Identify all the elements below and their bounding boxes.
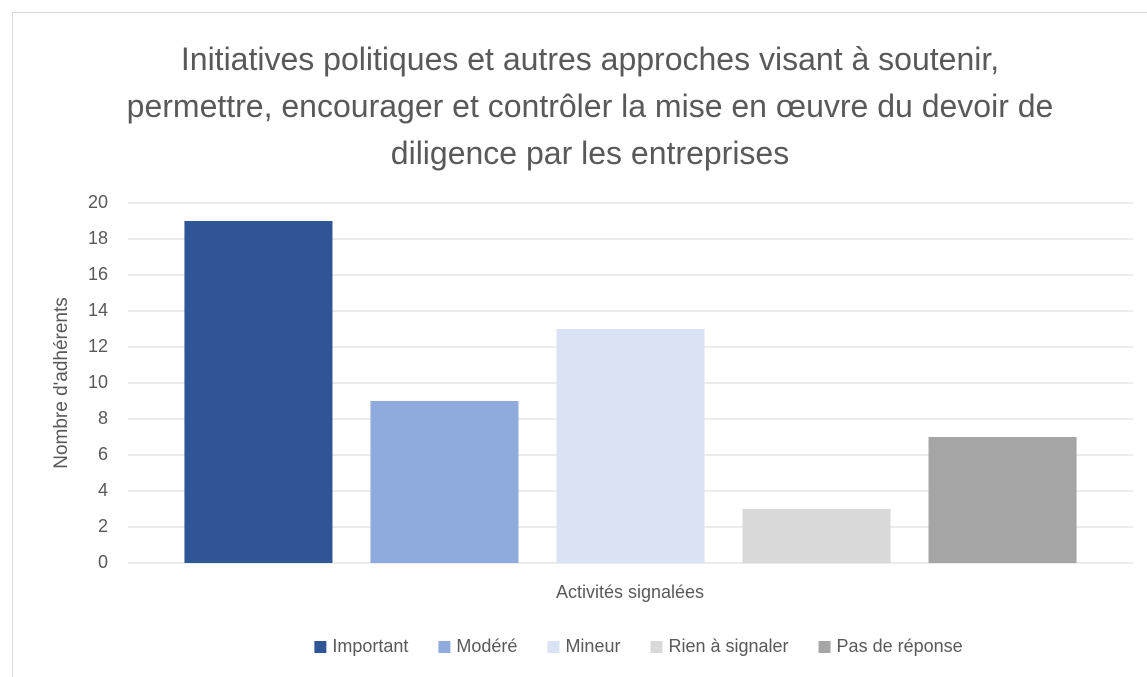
bar (928, 437, 1077, 563)
legend-swatch (818, 641, 831, 653)
y-tick-label: 18 (88, 228, 108, 248)
y-tick-label: 14 (88, 300, 108, 320)
y-tick-label: 12 (88, 336, 108, 356)
legend-swatch (650, 641, 663, 653)
legend-swatch (547, 641, 560, 653)
y-tick-label: 16 (88, 264, 108, 284)
legend-label: Pas de réponse (837, 636, 963, 656)
bar (556, 329, 705, 563)
legend-label: Important (332, 636, 408, 656)
legend-label: Rien à signaler (668, 636, 788, 656)
legend-label: Modéré (456, 636, 517, 656)
legend-swatch (314, 641, 327, 653)
y-tick-label: 4 (98, 480, 108, 500)
y-tick-label: 6 (98, 444, 108, 464)
y-tick-label: 8 (98, 408, 108, 428)
y-tick-label: 20 (88, 192, 108, 212)
y-tick-label: 10 (88, 372, 108, 392)
bar (184, 221, 333, 563)
y-tick-label: 2 (98, 516, 108, 536)
x-axis-label: Activités signalées (556, 582, 704, 602)
bar (742, 509, 891, 563)
chart-title: Initiatives politiques et autres approch… (126, 41, 1054, 171)
y-axis-label: Nombre d'adhérents (51, 297, 72, 469)
legend-swatch (438, 641, 451, 653)
legend-label: Mineur (565, 636, 620, 656)
y-tick-label: 0 (98, 552, 108, 572)
bar (370, 401, 519, 563)
